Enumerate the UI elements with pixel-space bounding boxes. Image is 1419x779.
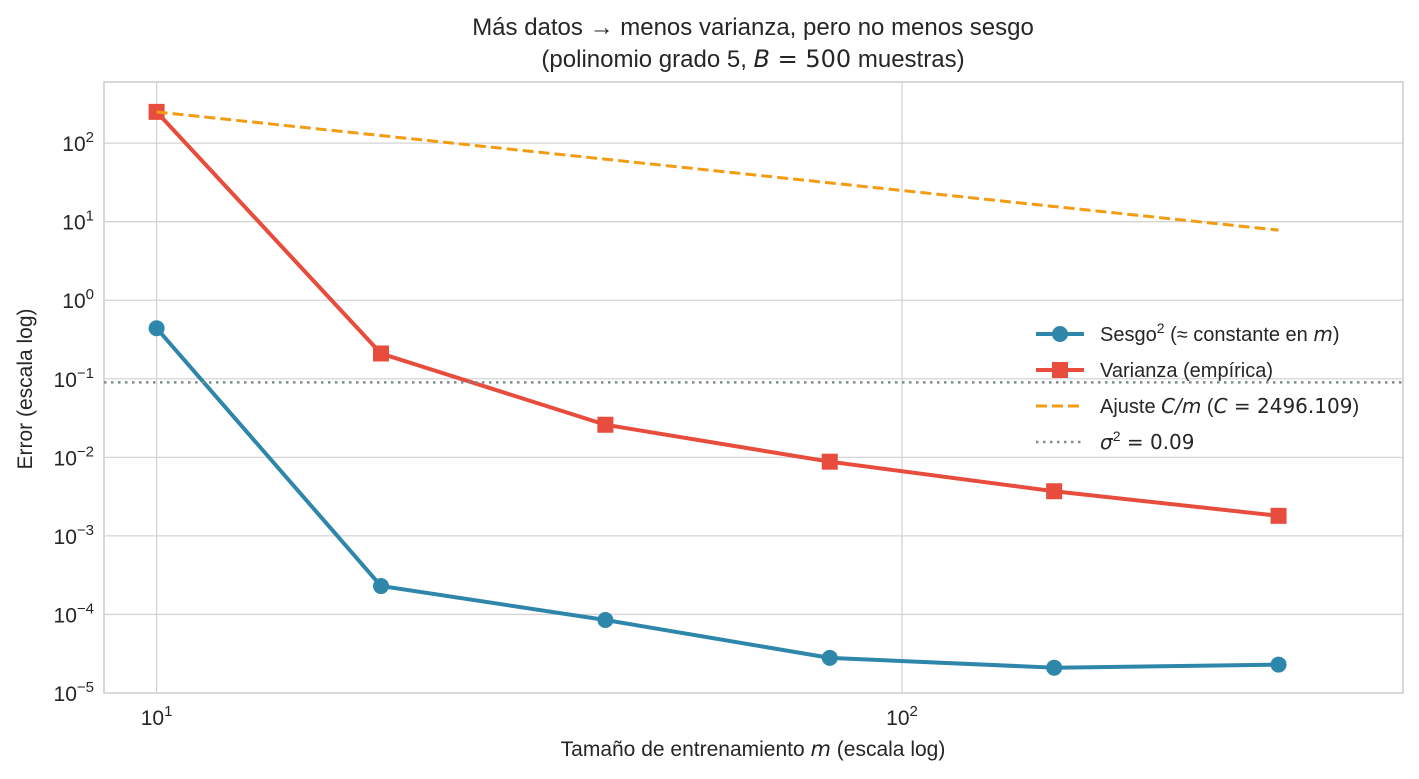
- y-tick-label: 100: [62, 286, 94, 313]
- chart-subtitle: (polinomio grado 5, B = 500 muestras): [541, 45, 964, 73]
- legend-entry-1: Varianza (empírica): [1036, 360, 1273, 382]
- legend-marker: [1052, 326, 1068, 342]
- legend-marker: [1052, 362, 1068, 378]
- series-0: [148, 320, 1287, 676]
- y-tick-label: 10−4: [54, 600, 94, 627]
- x-axis-ticks: 101 102: [141, 703, 918, 730]
- y-tick-label: 102: [62, 129, 94, 156]
- legend-entry-2: Ajuste C/m (C = 2496.109): [1036, 394, 1359, 418]
- chart-title: Más datos → menos varianza, pero no meno…: [472, 14, 1034, 41]
- y-tick-label: 10−3: [54, 522, 94, 549]
- legend-label: Varianza (empírica): [1100, 360, 1273, 382]
- x-tick-label: 101: [141, 703, 173, 730]
- data-point: [597, 611, 614, 628]
- data-point: [148, 103, 165, 120]
- data-point: [821, 453, 838, 470]
- series-line: [155, 110, 1279, 518]
- data-point: [148, 320, 165, 337]
- legend: Sesgo2 (≈ constante en m) Varianza (empír…: [1036, 320, 1359, 454]
- data-point: [821, 649, 838, 666]
- y-axis-ticks: 102 101 100 10−1 10−2 10−3 10−4 10−5: [54, 129, 94, 706]
- series-line: [155, 326, 1279, 670]
- fit-line: [156, 110, 1279, 232]
- legend-label: Ajuste C/m (C = 2496.109): [1100, 394, 1359, 418]
- series-group: [104, 103, 1403, 676]
- grid: [104, 82, 1403, 694]
- data-point: [373, 345, 390, 362]
- y-tick-label: 10−2: [54, 443, 94, 470]
- legend-label: Sesgo2 (≈ constante en m): [1100, 320, 1340, 346]
- data-point: [1046, 483, 1063, 500]
- data-point: [373, 578, 390, 595]
- x-axis-label: Tamaño de entrenamiento m (escala log): [561, 737, 946, 761]
- data-point: [597, 416, 614, 433]
- x-tick-label: 102: [886, 703, 918, 730]
- y-axis-label: Error (escala log): [14, 308, 37, 469]
- legend-entry-3: σ2 = 0.09: [1036, 428, 1195, 454]
- plot-area: [103, 81, 1404, 694]
- data-point: [1270, 656, 1287, 673]
- y-tick-label: 101: [62, 208, 94, 235]
- y-tick-label: 10−5: [54, 679, 94, 706]
- y-tick-label: 10−1: [54, 365, 94, 392]
- legend-label: σ2 = 0.09: [1100, 428, 1195, 454]
- series-2: [156, 110, 1279, 232]
- data-point: [1046, 659, 1063, 676]
- data-point: [1270, 507, 1287, 524]
- series-1: [148, 103, 1287, 524]
- legend-entry-0: Sesgo2 (≈ constante en m): [1036, 320, 1340, 346]
